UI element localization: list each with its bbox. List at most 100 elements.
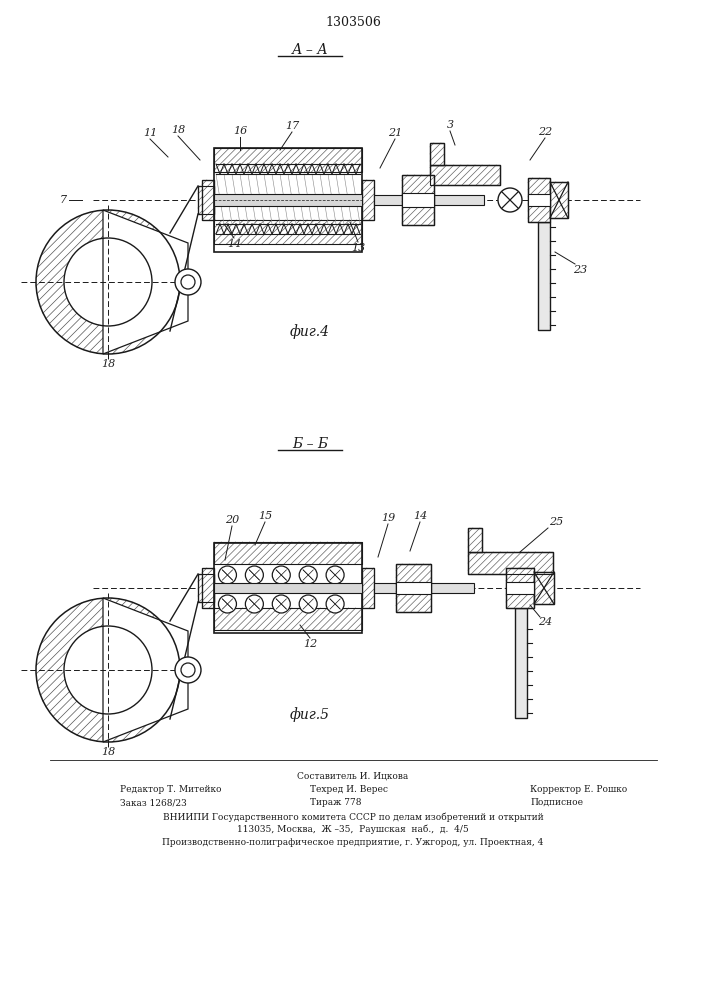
Bar: [214, 608, 362, 630]
Bar: [396, 582, 431, 594]
Bar: [198, 186, 214, 214]
Circle shape: [175, 657, 201, 683]
Text: Редактор Т. Митейко: Редактор Т. Митейко: [120, 785, 221, 794]
Circle shape: [218, 595, 236, 613]
Text: Корректор Е. Рошко: Корректор Е. Рошко: [530, 785, 627, 794]
Circle shape: [175, 269, 201, 295]
Bar: [538, 222, 550, 330]
Bar: [468, 552, 553, 574]
Circle shape: [181, 275, 195, 289]
Bar: [396, 564, 431, 612]
Text: 113035, Москва,  Ж –35,  Раушская  наб.,  д.  4/5: 113035, Москва, Ж –35, Раушская наб., д.…: [237, 825, 469, 834]
Text: фиг.5: фиг.5: [290, 708, 330, 722]
Bar: [362, 568, 374, 608]
Circle shape: [299, 595, 317, 613]
Polygon shape: [103, 598, 188, 742]
Bar: [468, 528, 482, 552]
Bar: [506, 582, 534, 594]
Bar: [528, 178, 550, 222]
Polygon shape: [103, 210, 188, 354]
Bar: [198, 574, 214, 602]
Text: 15: 15: [258, 511, 272, 521]
Bar: [396, 564, 431, 612]
Circle shape: [326, 595, 344, 613]
Text: 1303506: 1303506: [325, 16, 381, 29]
Text: 25: 25: [549, 517, 563, 527]
Circle shape: [218, 566, 236, 584]
Text: Техред И. Верес: Техред И. Верес: [310, 785, 388, 794]
Text: 18: 18: [101, 359, 115, 369]
Bar: [202, 568, 214, 608]
Circle shape: [245, 566, 264, 584]
Bar: [214, 148, 362, 172]
Bar: [550, 182, 568, 218]
Bar: [214, 194, 362, 206]
Bar: [430, 143, 444, 165]
Bar: [374, 583, 474, 593]
Circle shape: [326, 566, 344, 584]
Bar: [362, 568, 374, 608]
Bar: [430, 165, 500, 185]
Text: 17: 17: [285, 121, 299, 131]
Text: 7: 7: [59, 195, 66, 205]
Text: ВНИИПИ Государственного комитета СССР по делам изобретений и открытий: ВНИИПИ Государственного комитета СССР по…: [163, 812, 544, 822]
Circle shape: [181, 663, 195, 677]
Bar: [202, 568, 214, 608]
Text: фиг.4: фиг.4: [290, 325, 330, 339]
Circle shape: [498, 188, 522, 212]
Bar: [528, 194, 550, 206]
Bar: [214, 220, 362, 244]
Bar: [214, 543, 362, 633]
Text: Составитель И. Ицкова: Составитель И. Ицкова: [298, 772, 409, 781]
Bar: [214, 583, 362, 593]
Circle shape: [299, 566, 317, 584]
Text: 18: 18: [101, 747, 115, 757]
Bar: [528, 178, 550, 222]
Text: Заказ 1268/23: Заказ 1268/23: [120, 798, 187, 807]
Circle shape: [272, 566, 291, 584]
Text: 24: 24: [538, 617, 552, 627]
Bar: [402, 175, 434, 225]
Bar: [468, 528, 482, 552]
Text: 23: 23: [573, 265, 587, 275]
Circle shape: [272, 595, 291, 613]
Text: 19: 19: [381, 513, 395, 523]
Text: Подписное: Подписное: [530, 798, 583, 807]
Bar: [362, 180, 374, 220]
Bar: [515, 608, 527, 718]
Text: 11: 11: [143, 128, 157, 138]
Text: Производственно-полиграфическое предприятие, г. Ужгород, ул. Проектная, 4: Производственно-полиграфическое предприя…: [163, 838, 544, 847]
Text: 3: 3: [446, 120, 454, 130]
Bar: [402, 193, 434, 207]
Text: 12: 12: [303, 639, 317, 649]
Bar: [534, 572, 554, 604]
Text: 22: 22: [538, 127, 552, 137]
Bar: [374, 195, 484, 205]
Text: А – А: А – А: [291, 43, 328, 57]
Bar: [534, 572, 554, 604]
Bar: [202, 180, 214, 220]
Bar: [402, 175, 434, 225]
Text: Б – Б: Б – Б: [292, 437, 328, 451]
Bar: [506, 568, 534, 608]
Text: 20: 20: [225, 515, 239, 525]
Text: Тираж 778: Тираж 778: [310, 798, 361, 807]
Text: 14: 14: [413, 511, 427, 521]
Bar: [202, 180, 214, 220]
Text: 14: 14: [227, 239, 241, 249]
Circle shape: [245, 595, 264, 613]
Bar: [214, 542, 362, 564]
Text: 16: 16: [233, 126, 247, 136]
Bar: [198, 186, 214, 214]
Bar: [214, 148, 362, 252]
Bar: [430, 143, 444, 165]
Bar: [430, 165, 500, 185]
Bar: [198, 574, 214, 602]
Bar: [468, 552, 553, 574]
Bar: [506, 568, 534, 608]
Text: 21: 21: [388, 128, 402, 138]
Text: 13: 13: [351, 243, 365, 253]
Text: 18: 18: [171, 125, 185, 135]
Bar: [362, 180, 374, 220]
Bar: [550, 182, 568, 218]
